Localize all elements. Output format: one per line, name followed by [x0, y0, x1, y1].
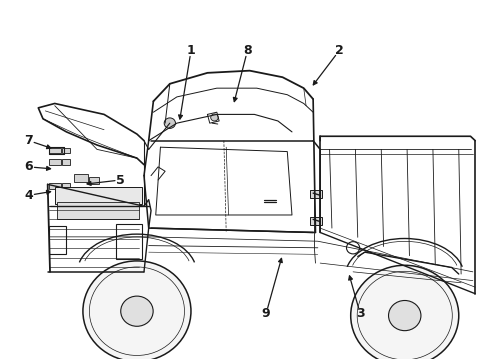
Bar [310, 190, 321, 198]
Bar [62, 159, 70, 165]
Text: 9: 9 [262, 307, 270, 320]
Bar [49, 184, 61, 189]
Bar [57, 202, 139, 219]
Circle shape [389, 301, 421, 331]
Text: 7: 7 [24, 134, 33, 147]
Text: 8: 8 [243, 45, 252, 58]
Bar [62, 148, 70, 153]
Bar [49, 226, 67, 255]
Circle shape [164, 118, 175, 129]
Bar [49, 148, 61, 153]
Bar [74, 174, 88, 182]
Bar [49, 159, 61, 165]
Circle shape [121, 296, 153, 326]
Text: 6: 6 [24, 161, 33, 174]
Circle shape [83, 261, 191, 360]
Bar [116, 224, 142, 259]
Circle shape [211, 114, 218, 121]
Bar [55, 186, 142, 204]
Bar [89, 176, 99, 184]
Text: 5: 5 [116, 174, 125, 186]
Bar [310, 217, 321, 225]
Text: 4: 4 [24, 189, 33, 202]
Circle shape [351, 265, 459, 360]
Text: 2: 2 [335, 45, 343, 58]
Bar [62, 184, 70, 189]
Text: 3: 3 [356, 307, 365, 320]
Text: 1: 1 [187, 45, 196, 58]
